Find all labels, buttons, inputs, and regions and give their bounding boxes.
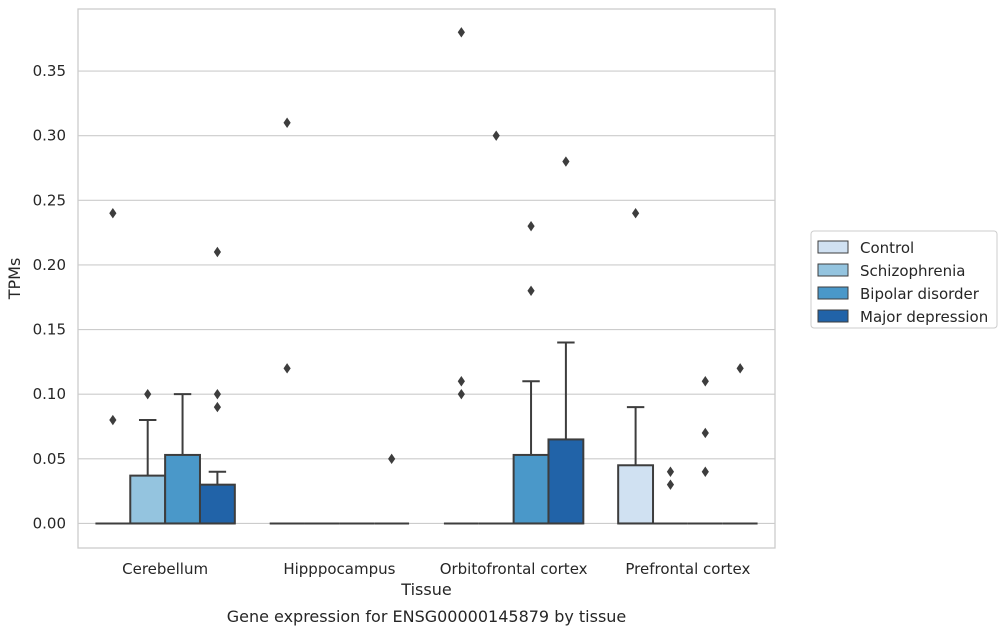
box [512, 453, 550, 525]
x-tick-label: Orbitofrontal cortex [440, 560, 588, 578]
x-tick-label: Hipppocampus [283, 560, 395, 578]
outlier-point [213, 401, 221, 413]
outlier-point [283, 363, 291, 374]
legend-swatch [817, 286, 849, 300]
outlier-point [213, 388, 221, 400]
legend-items: Control Schizophrenia Bipolar disorder Majo… [817, 239, 988, 326]
outlier-point [144, 388, 152, 400]
y-tick-label: 0.35 [33, 62, 66, 80]
legend: Control Schizophrenia Bipolar disorder Majo… [810, 230, 998, 329]
x-tick-label: Prefrontal cortex [625, 560, 750, 578]
outlier-point [666, 479, 675, 490]
legend-frame [810, 230, 998, 329]
outlier-point [701, 427, 709, 439]
outlier-point [492, 130, 500, 141]
outlier-point [283, 117, 291, 128]
outlier-point [457, 388, 465, 400]
outliers [109, 27, 744, 490]
box [617, 464, 655, 525]
y-tick-label: 0.30 [33, 127, 66, 145]
outlier-point [213, 246, 221, 258]
legend-swatch [817, 263, 849, 277]
x-tick-labels: Cerebellum Hipppocampus Orbitofrontal cort… [122, 560, 750, 578]
outlier-point [527, 285, 535, 296]
box [547, 438, 585, 525]
outlier-point [388, 453, 396, 465]
plot-frame [77, 8, 776, 549]
legend-label: Bipolar disorder [860, 285, 980, 303]
outlier-point [527, 220, 535, 232]
legend-swatch [817, 240, 849, 254]
x-tick-label: Cerebellum [122, 560, 208, 578]
outlier-point [109, 414, 117, 426]
box [129, 474, 167, 525]
outlier-point [701, 466, 709, 477]
outlier-point [701, 376, 709, 387]
y-tick-label: 0.00 [33, 514, 66, 532]
y-tick-label: 0.05 [33, 450, 66, 468]
legend-swatch [817, 309, 849, 323]
outlier-point [457, 27, 465, 38]
x-axis-label: Tissue [400, 580, 451, 599]
y-axis-label: TPMs [5, 258, 24, 301]
y-tick-labels: 0.00 0.05 0.10 0.15 0.20 0.25 0.30 0.35 [33, 62, 66, 532]
outlier-point [632, 208, 640, 219]
y-tick-label: 0.10 [33, 385, 66, 403]
outlier-point [562, 156, 570, 167]
legend-label: Major depression [860, 308, 988, 326]
outlier-point [457, 376, 465, 387]
legend-label: Control [860, 239, 914, 257]
box [198, 483, 236, 525]
box [164, 453, 201, 525]
outlier-point [109, 208, 117, 219]
outlier-point [666, 466, 675, 477]
boxes [95, 341, 758, 525]
legend-label: Schizophrenia [860, 262, 965, 280]
y-tick-label: 0.20 [33, 256, 66, 274]
outlier-point [736, 363, 744, 374]
chart-caption: Gene expression for ENSG00000145879 by t… [227, 607, 627, 626]
y-tick-label: 0.25 [33, 191, 66, 209]
y-tick-label: 0.15 [33, 321, 66, 339]
